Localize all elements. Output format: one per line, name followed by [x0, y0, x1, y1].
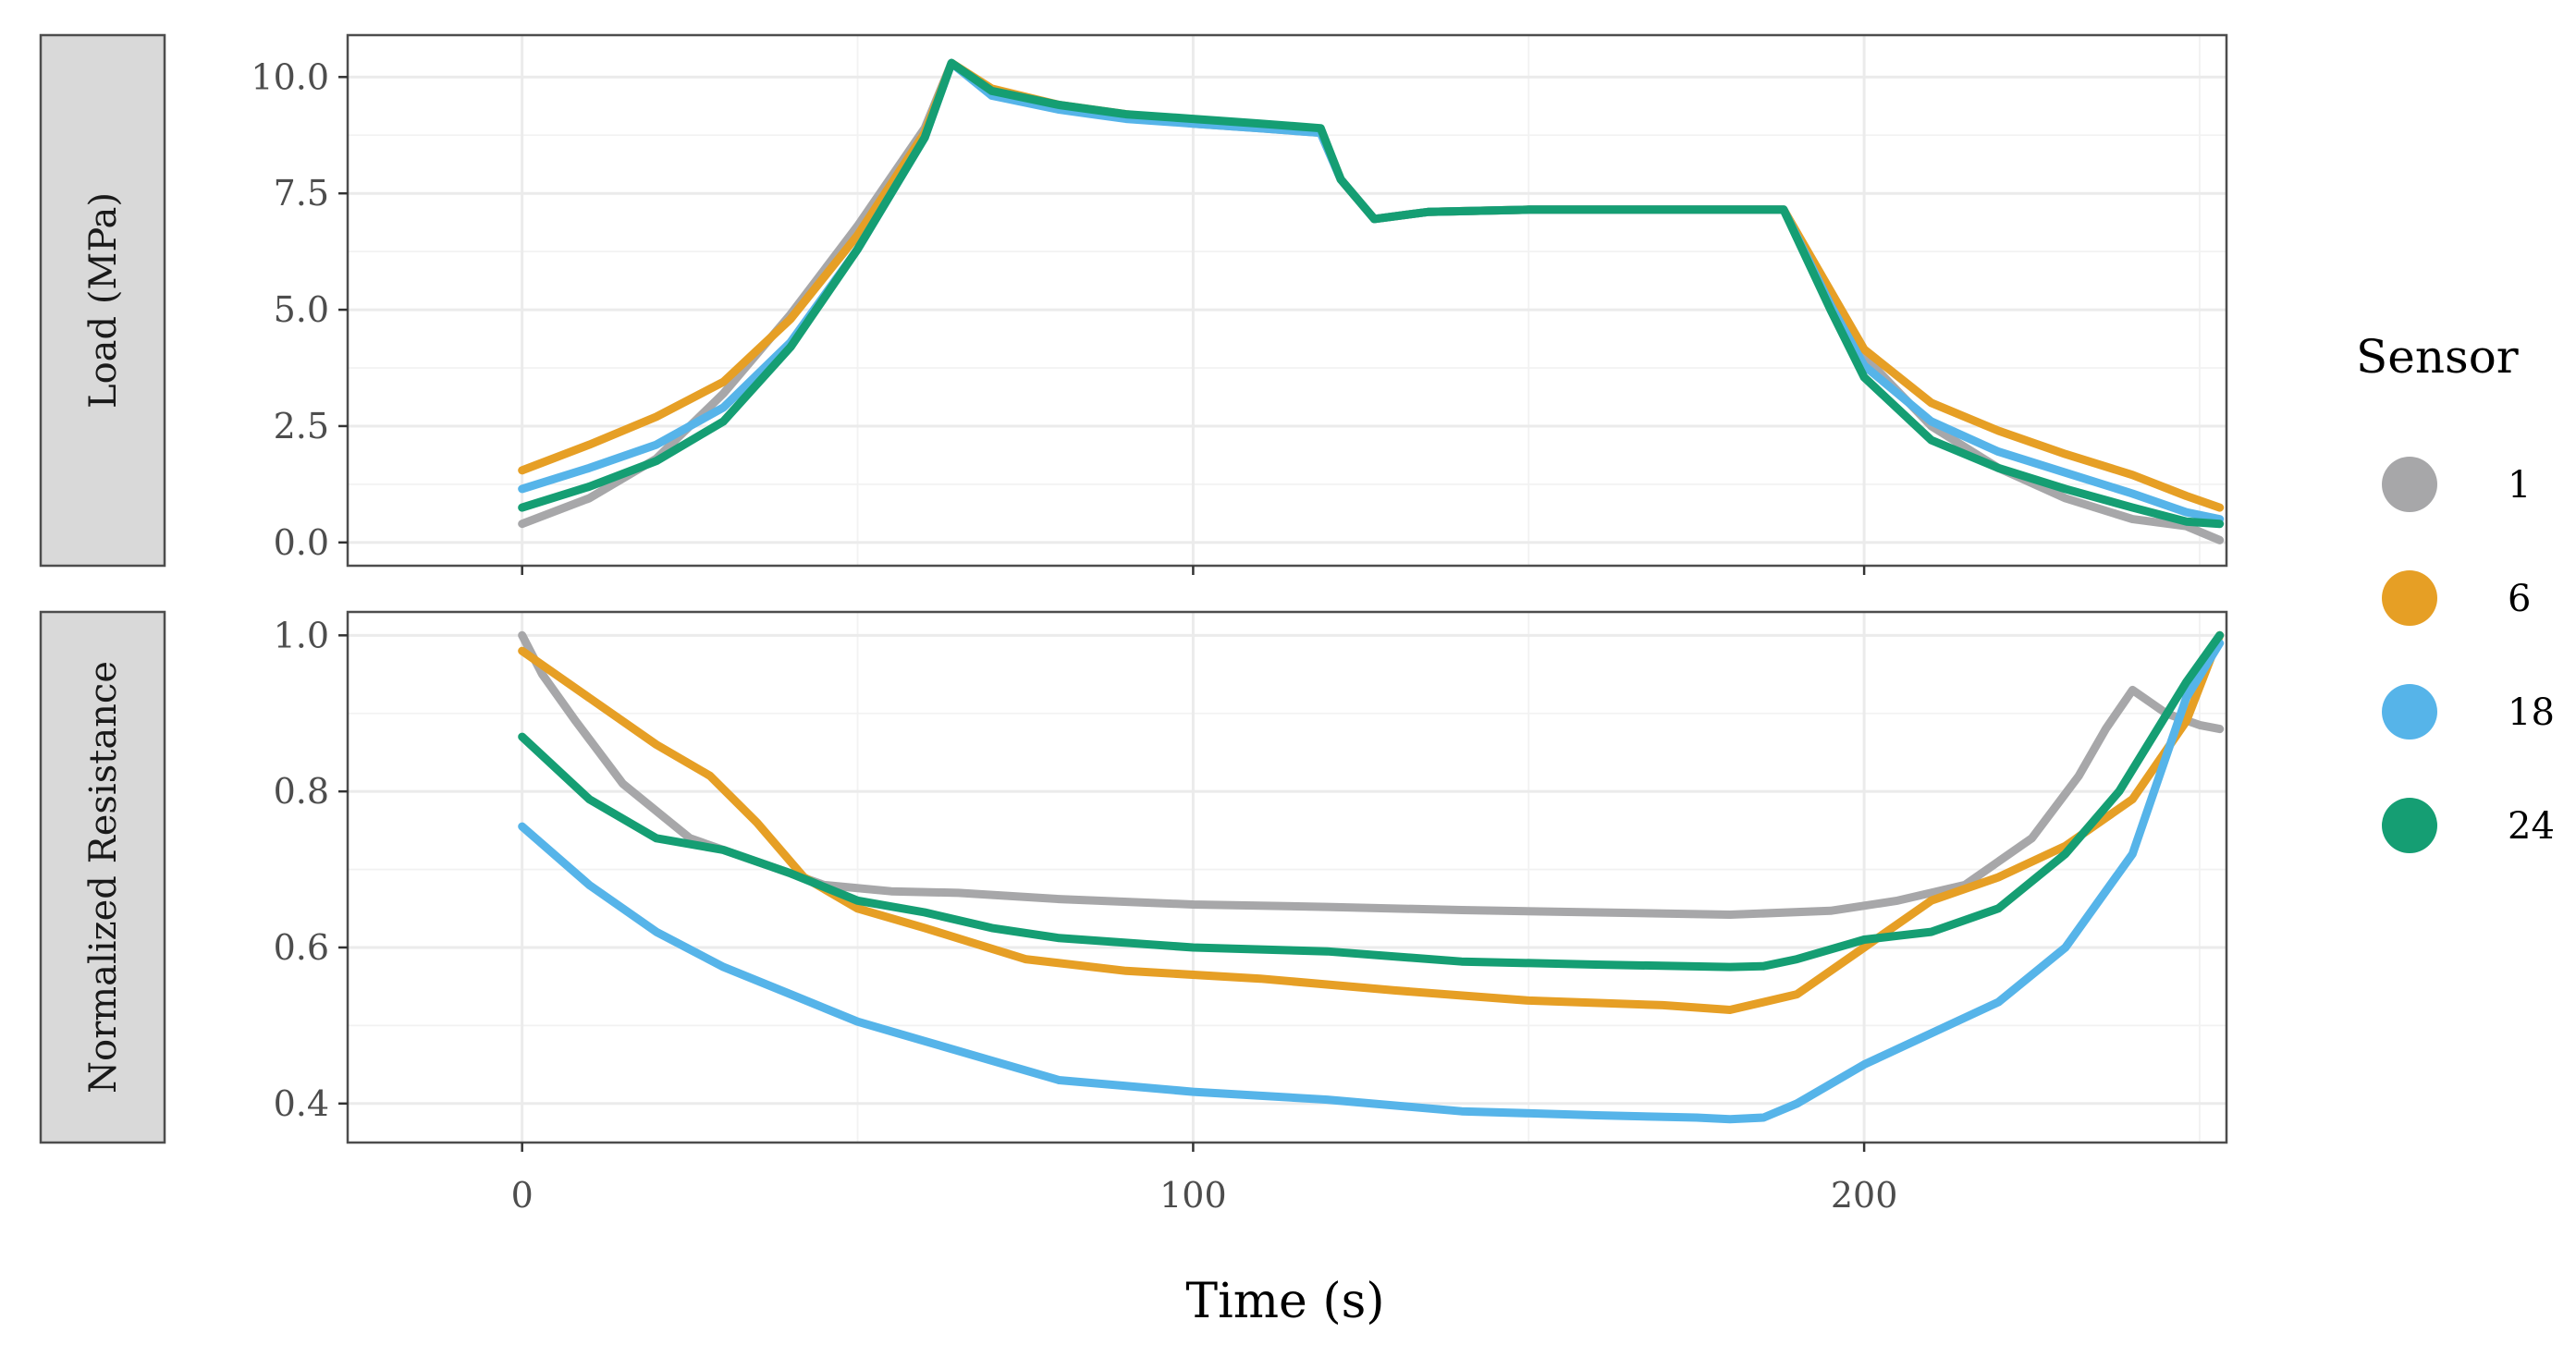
x-tick-label: 0: [511, 1175, 534, 1216]
panel-border: [346, 610, 2228, 1144]
panel-strip: [39, 33, 166, 568]
y-tick-label: 0.6: [274, 927, 329, 968]
legend-key: [2382, 570, 2437, 626]
x-axis: 0 100 200: [511, 1175, 1898, 1216]
legend-label: 6: [2508, 578, 2531, 620]
panels-layer: Load (MPa) 0.0 2.5 5.0 7.5 10.0 Normalized Res…: [39, 33, 2228, 1152]
x-tick-label: 200: [1831, 1175, 1898, 1216]
x-tick-label: 100: [1159, 1175, 1227, 1216]
panel-background: [348, 612, 2226, 1143]
legend-entry-sensor-1: 1: [2382, 457, 2531, 512]
panel-1: Load (MPa) 0.0 2.5 5.0 7.5 10.0: [39, 33, 2228, 575]
legend-entry-sensor-6: 6: [2382, 570, 2531, 626]
legend-label: 18: [2508, 691, 2555, 734]
panel-border: [346, 33, 2228, 568]
legend-label: 24: [2508, 805, 2555, 848]
y-tick-label: 0.8: [274, 771, 329, 812]
y-tick-label: 1.0: [274, 615, 329, 655]
legend-key: [2382, 798, 2437, 853]
series-line-sensor-18: [518, 639, 2225, 1124]
panel-2: Normalized Resistance 0.4 0.6 0.8 1.0: [39, 610, 2228, 1152]
legend-key: [2382, 684, 2437, 740]
series-line-sensor-1: [518, 630, 2225, 919]
legend-key: [2382, 457, 2437, 512]
series-line-sensor-24: [518, 630, 2225, 972]
series-line-sensor-6: [518, 630, 2225, 1014]
series-group: [518, 630, 2225, 1124]
panel-strip-label: Normalized Resistance: [82, 661, 125, 1094]
legend-title: Sensor: [2356, 330, 2519, 384]
legend: Sensor 1 6 18 24: [2356, 330, 2555, 853]
panel-background: [348, 35, 2226, 566]
y-tick-label: 10.0: [251, 56, 329, 97]
panel-strip-label: Load (MPa): [82, 192, 125, 409]
series-group: [518, 58, 2225, 544]
x-axis-title: Time (s): [1185, 1274, 1384, 1329]
y-tick-label: 0.0: [274, 522, 329, 563]
legend-entry-sensor-18: 18: [2382, 684, 2555, 740]
y-tick-label: 7.5: [274, 173, 329, 214]
y-tick-label: 2.5: [274, 406, 329, 446]
legend-label: 1: [2508, 464, 2531, 507]
y-tick-label: 0.4: [274, 1083, 329, 1124]
series-line-sensor-24: [518, 58, 2225, 529]
panel-strip: [39, 610, 166, 1144]
legend-entry-sensor-24: 24: [2382, 798, 2555, 853]
y-tick-label: 5.0: [274, 289, 329, 330]
